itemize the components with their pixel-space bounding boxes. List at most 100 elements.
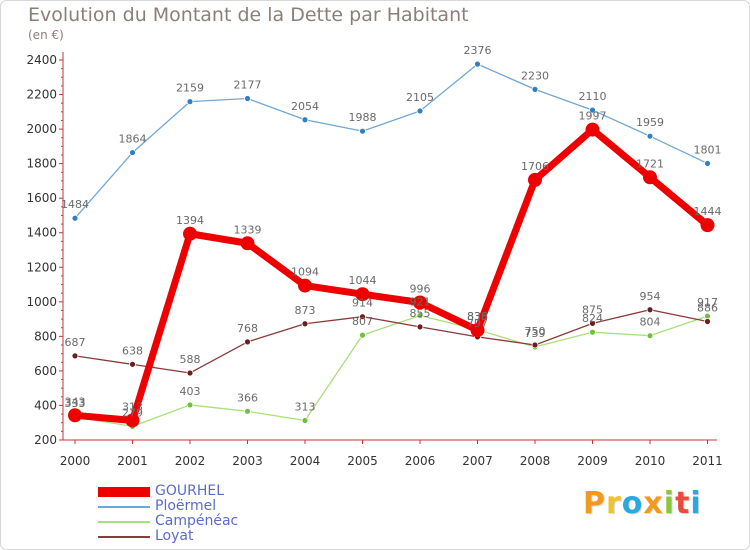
data-point-gourhel xyxy=(413,295,427,310)
logo-letter: P xyxy=(583,486,606,521)
data-point-gourhel xyxy=(240,236,255,251)
data-label-plo-rmel: 1988 xyxy=(349,111,377,124)
data-label-loyat: 886 xyxy=(697,302,718,315)
logo-letter: o xyxy=(621,486,644,521)
data-label-loyat: 914 xyxy=(352,297,373,310)
data-label-gourhel: 1044 xyxy=(349,274,377,287)
legend-label-loyat: Loyat xyxy=(155,528,194,544)
logo-letter: x xyxy=(643,486,664,521)
series-line-plo-rmel xyxy=(74,63,708,219)
data-label-loyat: 797 xyxy=(467,317,488,330)
data-label-camp-n-ac: 739 xyxy=(525,327,546,340)
data-point-loyat xyxy=(704,318,711,325)
x-tick-label: 2002 xyxy=(175,454,206,468)
data-label-gourhel: 1339 xyxy=(234,223,262,236)
x-tick-label: 2008 xyxy=(520,454,551,468)
data-point-plo-rmel xyxy=(186,98,194,106)
data-label-camp-n-ac: 804 xyxy=(640,316,661,329)
data-point-loyat xyxy=(186,369,194,377)
data-point-camp-n-ac xyxy=(416,312,424,319)
y-tick-label: 2200 xyxy=(26,88,57,102)
x-tick-label: 2010 xyxy=(635,454,666,468)
data-label-loyat: 750 xyxy=(525,325,546,338)
y-tick-label: 1000 xyxy=(26,295,57,309)
data-label-gourhel: 1444 xyxy=(694,205,722,218)
data-label-loyat: 855 xyxy=(410,307,431,320)
data-point-loyat xyxy=(244,338,251,346)
y-tick-label: 200 xyxy=(34,433,57,447)
data-point-gourhel xyxy=(125,413,140,428)
y-tick-label: 1400 xyxy=(26,226,57,240)
data-label-camp-n-ac: 921 xyxy=(410,295,431,308)
data-label-plo-rmel: 2105 xyxy=(406,91,434,104)
data-label-gourhel: 996 xyxy=(410,283,431,296)
data-point-loyat xyxy=(531,341,539,349)
data-point-camp-n-ac xyxy=(186,401,194,409)
data-label-plo-rmel: 1959 xyxy=(636,116,664,129)
data-label-camp-n-ac: 333 xyxy=(65,397,86,410)
x-tick-label: 2011 xyxy=(692,454,723,468)
data-point-camp-n-ac xyxy=(359,331,366,339)
data-point-plo-rmel xyxy=(301,116,309,124)
logo-letter: r xyxy=(606,486,622,521)
data-label-gourhel: 1094 xyxy=(291,266,319,279)
data-label-gourhel: 1997 xyxy=(579,110,607,123)
data-label-gourhel: 1721 xyxy=(636,157,664,170)
series-line-loyat xyxy=(74,309,708,374)
data-label-camp-n-ac: 366 xyxy=(237,391,258,404)
data-point-gourhel xyxy=(700,218,715,233)
data-point-gourhel xyxy=(470,323,485,338)
data-point-gourhel xyxy=(298,278,312,293)
legend-label-gourhel: GOURHEL xyxy=(155,483,225,499)
data-label-loyat: 875 xyxy=(582,303,603,316)
data-point-plo-rmel xyxy=(589,106,596,114)
y-tick-label: 400 xyxy=(34,398,57,412)
data-point-gourhel xyxy=(585,122,600,137)
x-tick-label: 2004 xyxy=(290,454,321,468)
data-label-gourhel: 313 xyxy=(122,400,143,413)
data-label-plo-rmel: 1864 xyxy=(119,133,147,146)
data-label-loyat: 638 xyxy=(122,344,143,357)
data-point-plo-rmel xyxy=(646,132,654,140)
y-tick-label: 800 xyxy=(34,329,57,343)
data-label-loyat: 687 xyxy=(65,336,86,349)
data-label-gourhel: 1394 xyxy=(176,214,204,227)
data-point-loyat xyxy=(301,320,309,328)
data-point-loyat xyxy=(71,352,79,360)
y-tick-label: 600 xyxy=(34,364,57,378)
legend-swatch-camp-n-ac xyxy=(98,521,150,523)
data-point-plo-rmel xyxy=(359,127,366,135)
x-tick-label: 2003 xyxy=(232,454,263,468)
logo-letter: i xyxy=(663,486,676,521)
x-tick-label: 2006 xyxy=(405,454,436,468)
data-label-gourhel: 836 xyxy=(467,310,488,323)
data-label-plo-rmel: 2159 xyxy=(176,82,204,95)
data-point-camp-n-ac xyxy=(589,328,596,336)
data-point-gourhel xyxy=(528,172,542,187)
legend-label-plo-rmel: Ploërmel xyxy=(155,498,217,514)
y-tick-label: 1600 xyxy=(26,191,57,205)
data-point-plo-rmel xyxy=(474,60,481,68)
data-point-gourhel xyxy=(643,170,657,185)
data-point-camp-n-ac xyxy=(244,407,251,415)
legend-swatch-gourhel xyxy=(98,487,150,497)
data-label-gourhel: 343 xyxy=(65,395,86,408)
legend-label-camp-n-ac: Campénéac xyxy=(155,513,239,529)
legend-swatch-plo-rmel xyxy=(98,506,150,508)
data-label-camp-n-ac: 279 xyxy=(122,406,143,419)
data-point-plo-rmel xyxy=(129,149,136,156)
data-point-loyat xyxy=(589,320,596,327)
chart-title: Evolution du Montant de la Dette par Hab… xyxy=(28,4,469,26)
data-label-plo-rmel: 2110 xyxy=(579,90,607,103)
x-tick-label: 2005 xyxy=(347,454,378,468)
data-point-plo-rmel xyxy=(416,107,424,115)
data-label-camp-n-ac: 824 xyxy=(582,312,603,325)
data-point-gourhel xyxy=(355,287,370,302)
data-label-plo-rmel: 2177 xyxy=(234,79,262,92)
data-label-camp-n-ac: 807 xyxy=(352,315,373,328)
data-label-plo-rmel: 1484 xyxy=(61,198,89,211)
data-point-gourhel xyxy=(68,408,82,423)
data-label-camp-n-ac: 403 xyxy=(180,385,201,398)
data-label-loyat: 768 xyxy=(237,322,258,335)
